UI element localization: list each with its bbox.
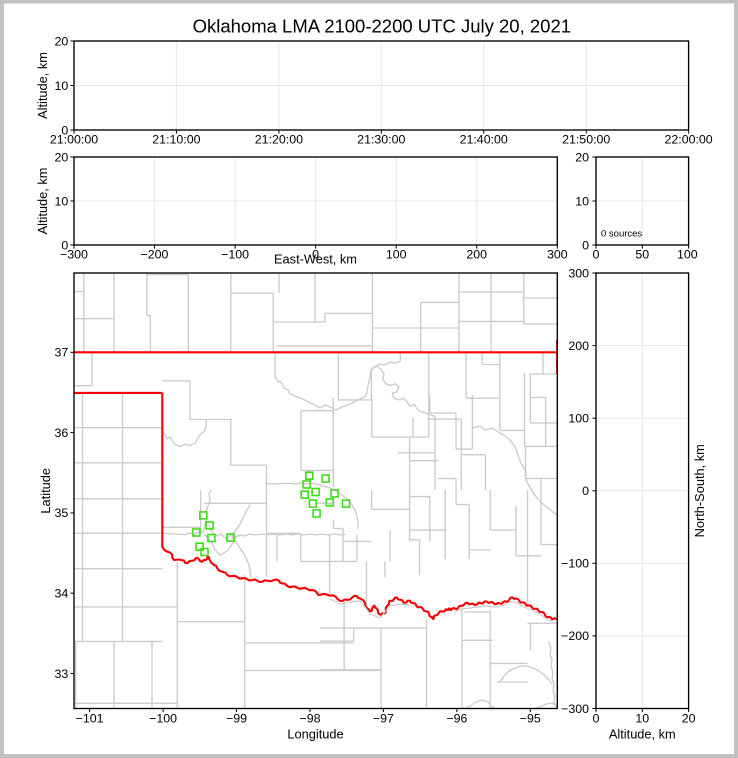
svg-text:21:00:00: 21:00:00 <box>50 133 98 147</box>
svg-text:−101: −101 <box>76 712 104 726</box>
svg-text:22:00:00: 22:00:00 <box>664 133 712 147</box>
svg-text:200: 200 <box>466 248 487 262</box>
svg-text:−100: −100 <box>149 712 177 726</box>
svg-text:0: 0 <box>61 238 68 252</box>
svg-text:10: 10 <box>635 712 649 726</box>
svg-text:East-West, km: East-West, km <box>274 251 357 266</box>
svg-text:21:20:00: 21:20:00 <box>255 133 303 147</box>
svg-text:Altitude, km: Altitude, km <box>609 727 676 742</box>
svg-text:36: 36 <box>55 426 69 440</box>
svg-text:300: 300 <box>568 266 589 280</box>
svg-text:33: 33 <box>55 667 69 681</box>
svg-text:34: 34 <box>55 587 69 601</box>
svg-text:−97: −97 <box>373 712 394 726</box>
svg-text:20: 20 <box>55 34 69 48</box>
svg-text:Latitude: Latitude <box>38 468 53 514</box>
svg-text:−100: −100 <box>221 248 249 262</box>
svg-text:−300: −300 <box>60 248 88 262</box>
svg-text:0 sources: 0 sources <box>601 229 642 240</box>
svg-text:50: 50 <box>635 248 649 262</box>
svg-text:−98: −98 <box>299 712 320 726</box>
svg-text:−99: −99 <box>226 712 247 726</box>
svg-text:0: 0 <box>582 238 589 252</box>
svg-text:Oklahoma LMA 2100-2200 UTC Jul: Oklahoma LMA 2100-2200 UTC July 20, 2021 <box>193 16 571 37</box>
svg-text:21:10:00: 21:10:00 <box>152 133 200 147</box>
svg-text:300: 300 <box>547 248 568 262</box>
svg-text:Altitude, km: Altitude, km <box>35 168 50 235</box>
svg-text:21:50:00: 21:50:00 <box>562 133 610 147</box>
svg-text:−100: −100 <box>561 557 589 571</box>
svg-text:100: 100 <box>568 412 589 426</box>
svg-text:35: 35 <box>55 506 69 520</box>
svg-text:10: 10 <box>55 194 69 208</box>
svg-text:0: 0 <box>582 484 589 498</box>
svg-text:10: 10 <box>575 194 589 208</box>
svg-text:Longitude: Longitude <box>287 727 343 742</box>
svg-text:20: 20 <box>575 150 589 164</box>
svg-text:−200: −200 <box>561 629 589 643</box>
svg-text:−200: −200 <box>141 248 169 262</box>
svg-text:North-South, km: North-South, km <box>692 444 707 537</box>
svg-text:21:30:00: 21:30:00 <box>357 133 405 147</box>
svg-text:Altitude, km: Altitude, km <box>35 52 50 119</box>
svg-text:20: 20 <box>55 150 69 164</box>
svg-text:200: 200 <box>568 339 589 353</box>
svg-text:100: 100 <box>386 248 407 262</box>
svg-text:0: 0 <box>593 712 600 726</box>
svg-text:37: 37 <box>55 346 69 360</box>
svg-text:−95: −95 <box>520 712 541 726</box>
svg-text:10: 10 <box>55 79 69 93</box>
svg-text:0: 0 <box>593 248 600 262</box>
svg-text:−96: −96 <box>446 712 467 726</box>
svg-text:20: 20 <box>682 712 696 726</box>
svg-text:21:40:00: 21:40:00 <box>460 133 508 147</box>
svg-text:0: 0 <box>61 123 68 137</box>
svg-text:−300: −300 <box>561 702 589 716</box>
svg-text:100: 100 <box>677 248 698 262</box>
svg-text:0: 0 <box>312 248 319 262</box>
